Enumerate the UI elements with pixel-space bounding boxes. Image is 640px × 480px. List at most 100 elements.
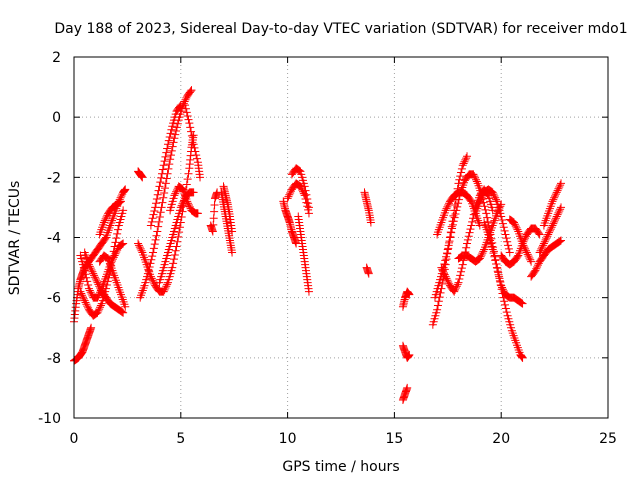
data-point <box>191 147 200 156</box>
data-point <box>182 180 191 189</box>
data-point <box>552 188 561 197</box>
data-point <box>119 206 128 215</box>
data-point <box>300 182 309 191</box>
series-arc11 <box>146 101 185 230</box>
data-point <box>192 151 201 160</box>
data-point <box>286 188 295 197</box>
data-point <box>543 232 552 241</box>
data-point <box>228 248 237 257</box>
data-point <box>112 234 121 243</box>
data-point <box>135 243 144 252</box>
data-point <box>451 210 460 219</box>
data-point <box>116 197 125 206</box>
series-arc10 <box>136 86 196 302</box>
data-point <box>492 259 501 268</box>
data-point <box>504 241 513 250</box>
data-point <box>472 177 481 186</box>
data-point <box>441 272 450 281</box>
data-point <box>295 166 304 175</box>
data-point <box>187 86 196 95</box>
data-point <box>157 173 166 182</box>
data-point <box>468 217 477 226</box>
data-point <box>465 228 474 237</box>
data-point <box>93 308 102 317</box>
data-point <box>149 210 158 219</box>
data-point <box>184 199 193 208</box>
data-point <box>160 285 169 294</box>
data-point <box>82 300 91 309</box>
data-point <box>452 206 461 215</box>
data-point <box>489 190 498 199</box>
data-point <box>173 119 182 128</box>
data-point <box>144 266 153 275</box>
data-point <box>437 263 446 272</box>
data-point <box>498 216 507 225</box>
data-point <box>522 248 531 257</box>
data-point <box>541 235 550 244</box>
data-point <box>513 252 522 261</box>
data-point <box>149 244 158 253</box>
data-point <box>534 229 543 238</box>
x-tick-label: 10 <box>279 431 297 447</box>
data-point <box>457 168 466 177</box>
data-point <box>498 285 507 294</box>
data-point <box>190 143 199 152</box>
series-arc22 <box>360 188 375 227</box>
data-point <box>551 214 560 223</box>
data-point <box>90 271 99 280</box>
data-point <box>172 187 181 196</box>
data-point <box>188 136 197 145</box>
data-point <box>496 278 505 287</box>
data-point <box>78 293 87 302</box>
data-point <box>405 290 414 299</box>
data-point <box>494 205 503 214</box>
data-point <box>436 288 445 297</box>
data-point <box>557 236 566 245</box>
data-point <box>153 227 162 236</box>
data-point <box>521 244 530 253</box>
data-point <box>163 140 172 149</box>
data-point <box>302 198 311 207</box>
data-point <box>91 275 100 284</box>
data-point <box>181 101 190 110</box>
x-tick-label: 25 <box>599 431 617 447</box>
data-point <box>158 165 167 174</box>
y-tick-label: -6 <box>47 291 61 307</box>
data-point <box>87 323 96 332</box>
data-point <box>499 287 508 296</box>
data-point <box>536 246 545 255</box>
data-point <box>111 238 120 247</box>
x-tick-labels: 0 5 10 15 20 25 <box>70 431 617 447</box>
data-point <box>454 195 463 204</box>
data-point <box>463 152 472 161</box>
data-point <box>463 235 472 244</box>
data-point <box>94 291 103 300</box>
series-arc26 <box>398 383 412 404</box>
data-point <box>547 223 556 232</box>
data-point <box>121 185 130 194</box>
data-point <box>441 256 450 265</box>
data-point <box>532 264 541 273</box>
data-point <box>454 278 463 287</box>
data-point <box>183 197 192 206</box>
data-point <box>85 286 94 295</box>
data-point <box>510 218 519 227</box>
data-point <box>159 193 168 202</box>
data-point <box>494 270 503 279</box>
data-point <box>165 133 174 142</box>
data-point <box>440 270 449 279</box>
data-point <box>186 123 195 132</box>
data-point <box>458 161 467 170</box>
data-point <box>301 186 310 195</box>
data-point <box>516 298 525 307</box>
data-point <box>463 239 472 248</box>
plot-frame <box>73 56 609 419</box>
grid-lines <box>74 57 608 418</box>
data-point <box>86 288 95 297</box>
data-point <box>466 225 475 234</box>
data-point <box>96 303 105 312</box>
data-point <box>518 353 527 362</box>
data-point <box>444 241 453 250</box>
data-point <box>462 154 471 163</box>
